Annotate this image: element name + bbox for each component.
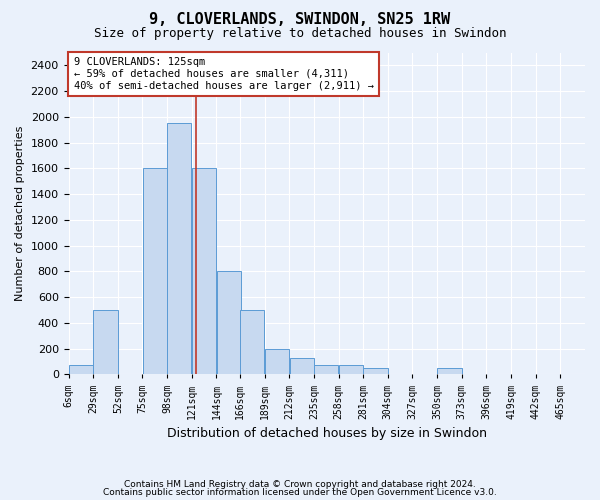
Bar xyxy=(364,368,388,374)
Text: Contains public sector information licensed under the Open Government Licence v3: Contains public sector information licen… xyxy=(103,488,497,497)
Text: Contains HM Land Registry data © Crown copyright and database right 2024.: Contains HM Land Registry data © Crown c… xyxy=(124,480,476,489)
Bar xyxy=(167,124,191,374)
Bar xyxy=(265,348,289,374)
Y-axis label: Number of detached properties: Number of detached properties xyxy=(15,126,25,301)
Bar xyxy=(217,272,241,374)
Bar xyxy=(290,358,314,374)
Bar xyxy=(437,368,461,374)
Bar xyxy=(192,168,216,374)
Bar xyxy=(339,364,363,374)
Bar xyxy=(94,310,118,374)
Bar xyxy=(314,364,338,374)
Bar xyxy=(240,310,265,374)
Bar xyxy=(69,364,93,374)
Text: 9 CLOVERLANDS: 125sqm
← 59% of detached houses are smaller (4,311)
40% of semi-d: 9 CLOVERLANDS: 125sqm ← 59% of detached … xyxy=(74,58,374,90)
Text: Size of property relative to detached houses in Swindon: Size of property relative to detached ho… xyxy=(94,28,506,40)
Text: 9, CLOVERLANDS, SWINDON, SN25 1RW: 9, CLOVERLANDS, SWINDON, SN25 1RW xyxy=(149,12,451,28)
X-axis label: Distribution of detached houses by size in Swindon: Distribution of detached houses by size … xyxy=(167,427,487,440)
Bar xyxy=(143,168,167,374)
